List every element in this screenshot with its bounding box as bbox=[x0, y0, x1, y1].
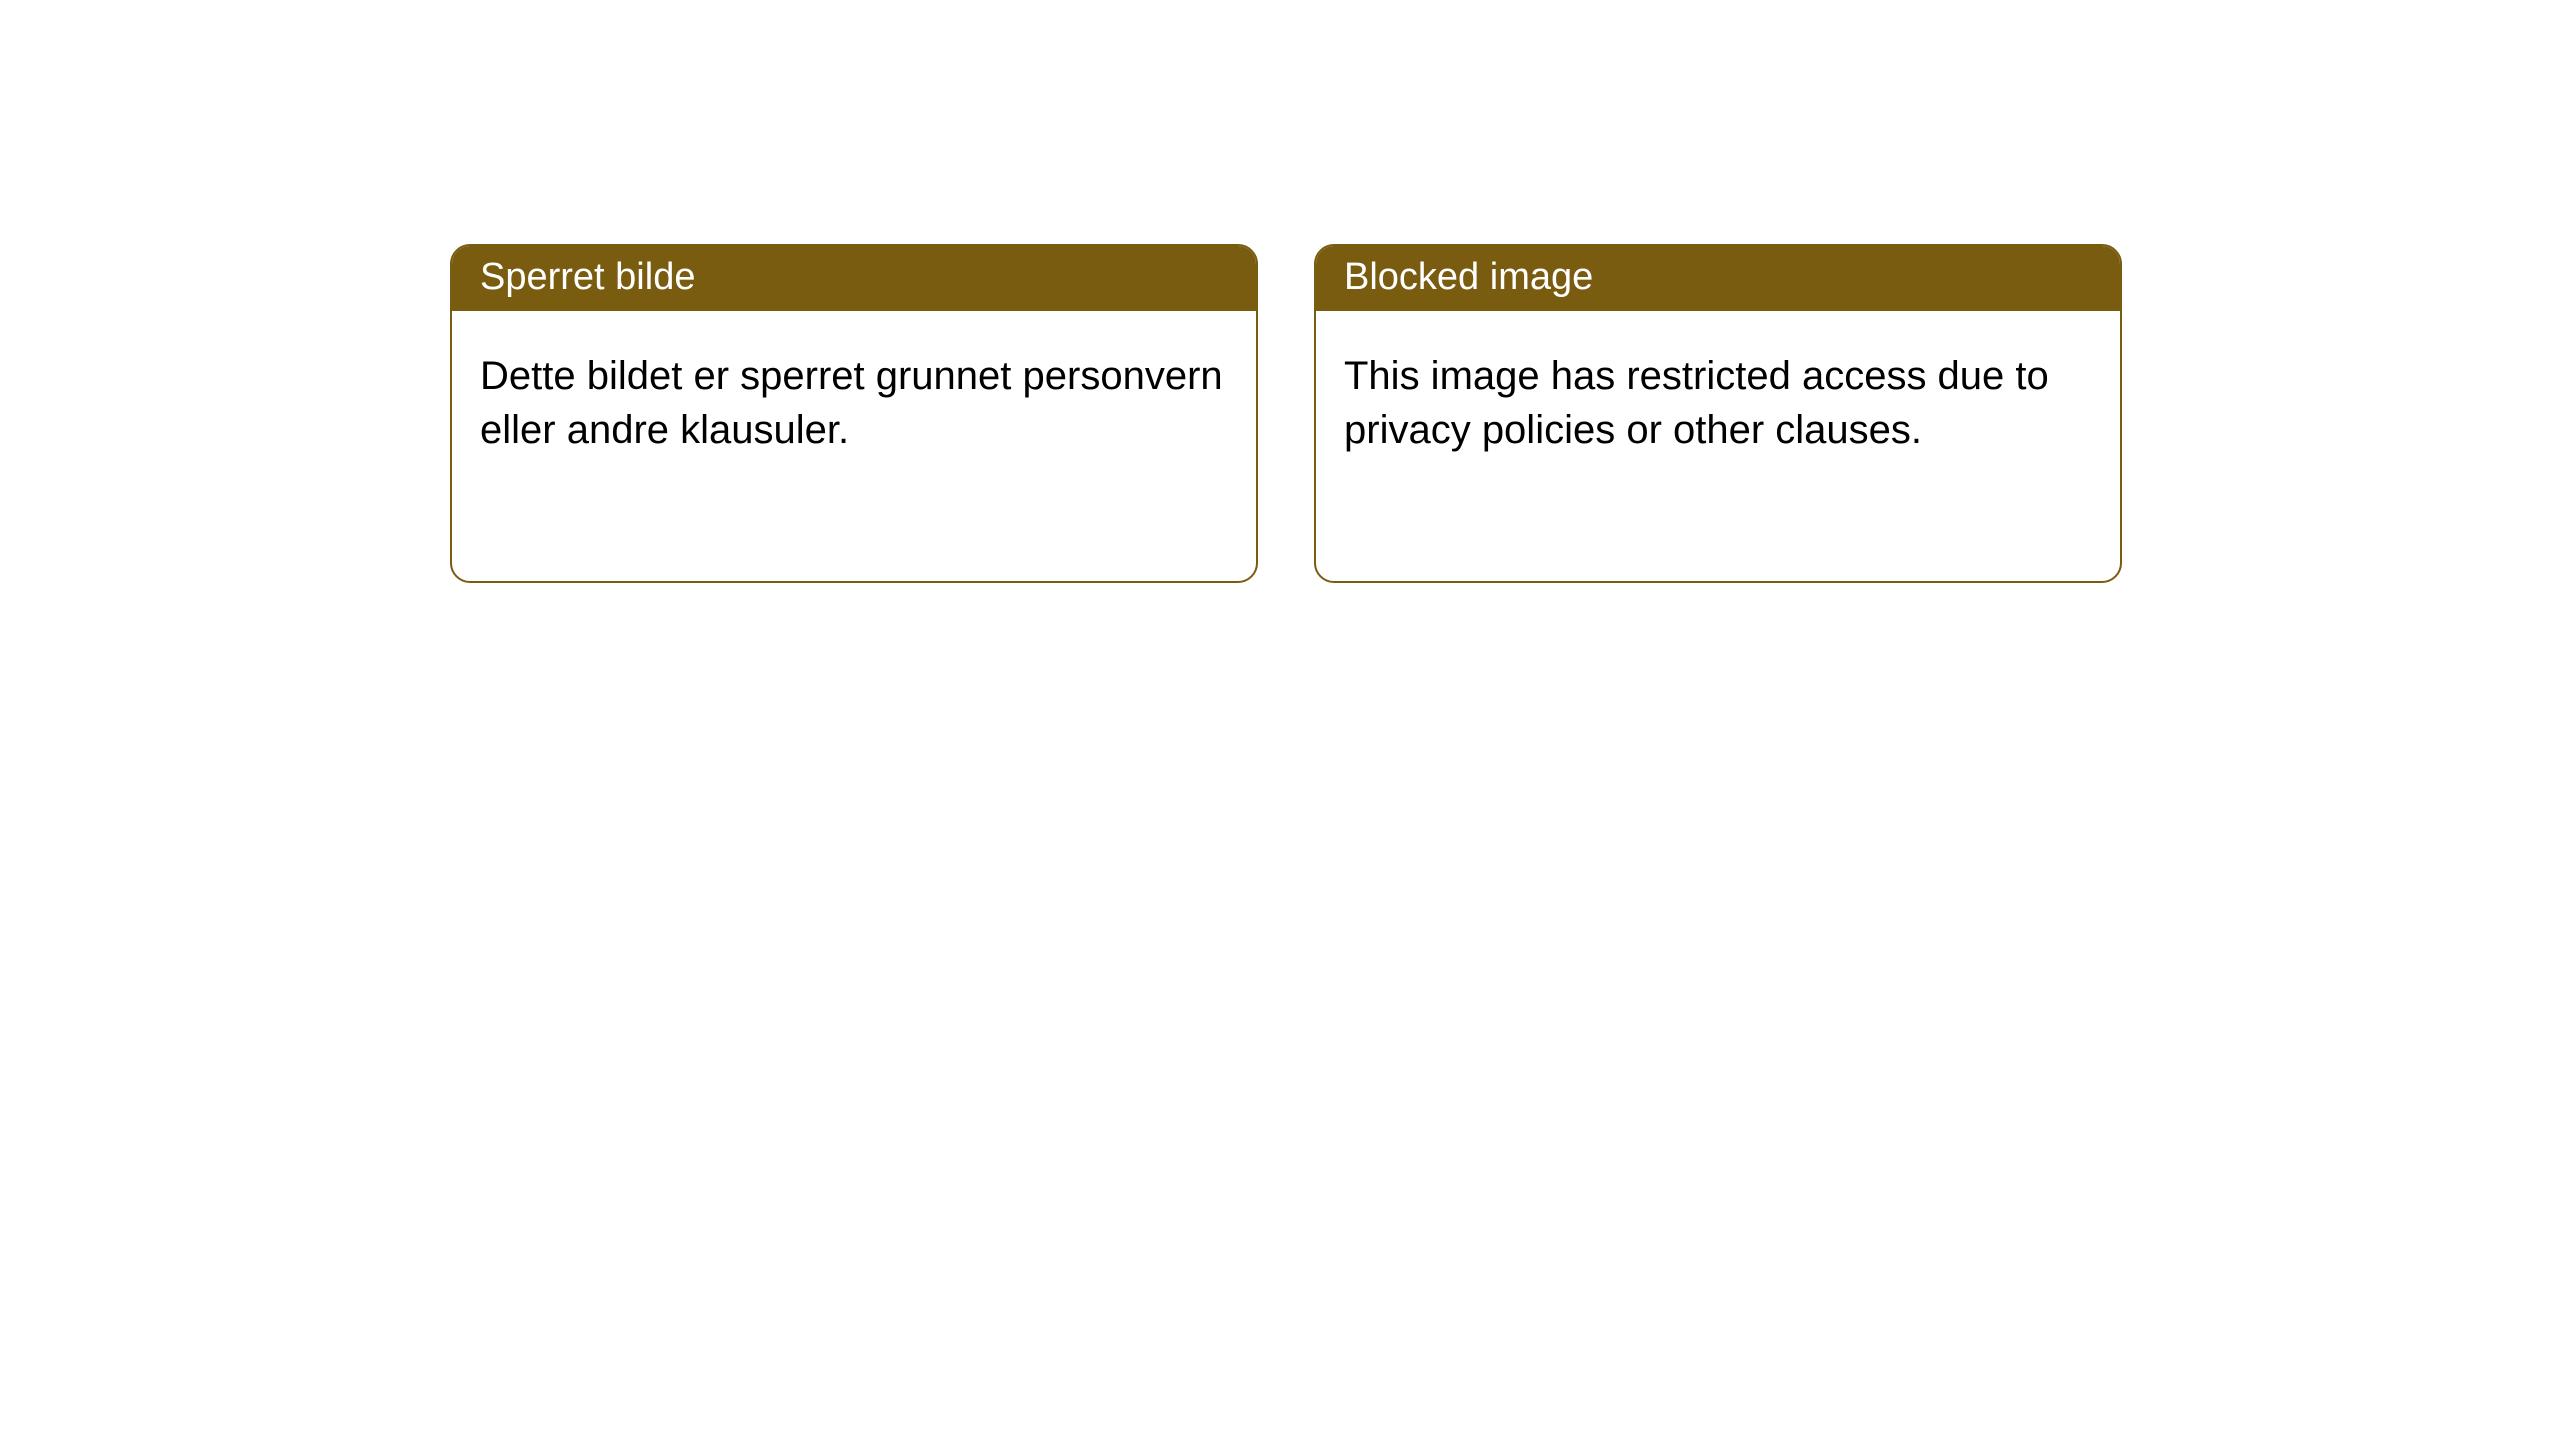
card-title: Blocked image bbox=[1344, 256, 1593, 298]
card-title: Sperret bilde bbox=[480, 256, 695, 298]
card-body-text: Dette bildet er sperret grunnet personve… bbox=[480, 354, 1223, 452]
blocked-image-card-en: Blocked image This image has restricted … bbox=[1314, 244, 2122, 583]
blocked-image-card-no: Sperret bilde Dette bildet er sperret gr… bbox=[450, 244, 1258, 583]
card-body: Dette bildet er sperret grunnet personve… bbox=[452, 311, 1256, 581]
card-body-text: This image has restricted access due to … bbox=[1344, 354, 2049, 452]
card-header: Sperret bilde bbox=[452, 246, 1256, 311]
card-header: Blocked image bbox=[1316, 246, 2120, 311]
cards-container: Sperret bilde Dette bildet er sperret gr… bbox=[0, 0, 2560, 583]
card-body: This image has restricted access due to … bbox=[1316, 311, 2120, 581]
